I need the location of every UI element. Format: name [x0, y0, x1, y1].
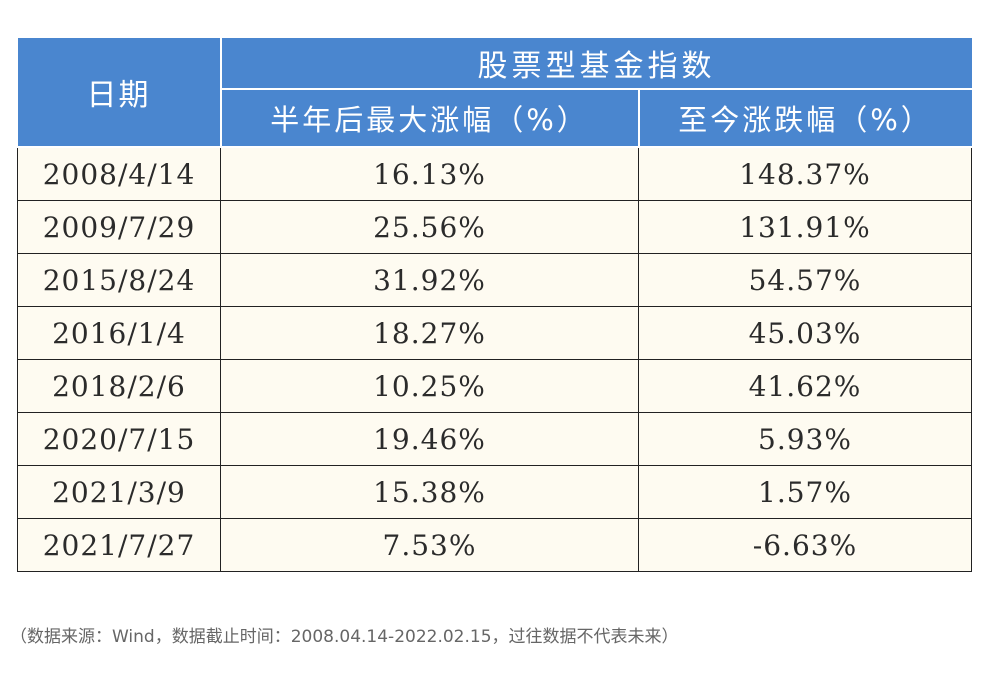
table-row: 2020/7/15 19.46% 5.93% — [17, 412, 972, 466]
change-to-date-cell: -6.63% — [638, 518, 972, 572]
table-row: 2009/7/29 25.56% 131.91% — [17, 200, 972, 254]
table-row: 2021/7/27 7.53% -6.63% — [17, 518, 972, 572]
date-cell: 2021/3/9 — [17, 465, 221, 519]
max-gain-cell: 18.27% — [220, 306, 639, 360]
table-body: 2008/4/14 16.13% 148.37% 2009/7/29 25.56… — [17, 146, 972, 572]
table-row: 2015/8/24 31.92% 54.57% — [17, 253, 972, 307]
change-to-date-cell: 41.62% — [638, 359, 972, 413]
change-to-date-cell: 148.37% — [638, 146, 972, 201]
date-cell: 2018/2/6 — [17, 359, 221, 413]
change-to-date-cell: 5.93% — [638, 412, 972, 466]
date-cell: 2021/7/27 — [17, 518, 221, 572]
max-gain-cell: 16.13% — [220, 146, 639, 201]
header-row-sub: 半年后最大涨幅（%） 至今涨跌幅（%） — [18, 88, 972, 148]
max-gain-cell: 19.46% — [220, 412, 639, 466]
change-to-date-column-header: 至今涨跌幅（%） — [637, 88, 972, 148]
date-column-header: 日期 — [17, 36, 222, 148]
header-row-top: 日期 股票型基金指数 — [17, 36, 972, 148]
max-gain-cell: 10.25% — [220, 359, 639, 413]
date-cell: 2008/4/14 — [17, 146, 221, 201]
data-source-footnote: （数据来源：Wind，数据截止时间：2008.04.14-2022.02.15，… — [10, 627, 679, 647]
max-gain-cell: 31.92% — [220, 253, 639, 307]
date-cell: 2015/8/24 — [17, 253, 221, 307]
max-gain-cell: 15.38% — [220, 465, 639, 519]
change-to-date-cell: 131.91% — [638, 200, 972, 254]
max-gain-column-header: 半年后最大涨幅（%） — [219, 88, 640, 148]
date-cell: 2020/7/15 — [17, 412, 221, 466]
date-cell: 2009/7/29 — [17, 200, 221, 254]
fund-index-group-header: 股票型基金指数 — [219, 36, 972, 90]
fund-index-table: 日期 股票型基金指数 半年后最大涨幅（%） 至今涨跌幅（%） 2008/4/14… — [17, 36, 972, 572]
table-row: 2016/1/4 18.27% 45.03% — [17, 306, 972, 360]
table-row: 2018/2/6 10.25% 41.62% — [17, 359, 972, 413]
table-header: 日期 股票型基金指数 半年后最大涨幅（%） 至今涨跌幅（%） — [17, 36, 972, 148]
table-row: 2008/4/14 16.13% 148.37% — [17, 146, 972, 201]
change-to-date-cell: 45.03% — [638, 306, 972, 360]
date-cell: 2016/1/4 — [17, 306, 221, 360]
change-to-date-cell: 54.57% — [638, 253, 972, 307]
table-row: 2021/3/9 15.38% 1.57% — [17, 465, 972, 519]
change-to-date-cell: 1.57% — [638, 465, 972, 519]
max-gain-cell: 25.56% — [220, 200, 639, 254]
max-gain-cell: 7.53% — [220, 518, 639, 572]
